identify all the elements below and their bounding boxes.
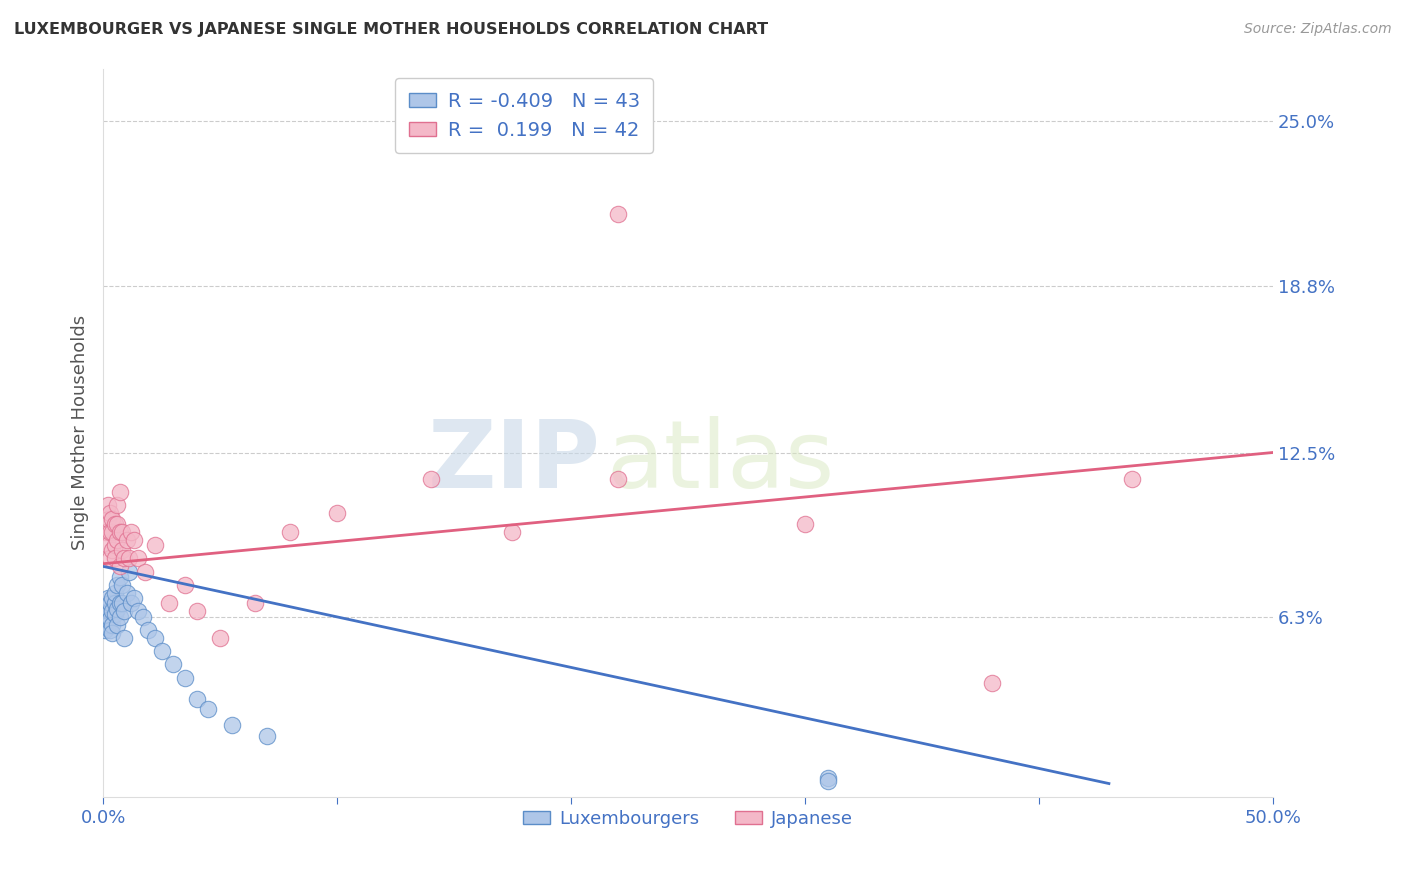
Text: atlas: atlas — [606, 416, 834, 508]
Point — [157, 597, 180, 611]
Point — [98, 597, 121, 611]
Point — [94, 623, 117, 637]
Point — [186, 604, 208, 618]
Point — [105, 516, 128, 531]
Point — [101, 625, 124, 640]
Point — [136, 623, 159, 637]
Point — [118, 551, 141, 566]
Text: ZIP: ZIP — [427, 416, 600, 508]
Point — [112, 551, 135, 566]
Point — [105, 617, 128, 632]
Point — [97, 512, 120, 526]
Point — [501, 524, 523, 539]
Point — [112, 631, 135, 645]
Point — [101, 591, 124, 606]
Point — [108, 559, 131, 574]
Y-axis label: Single Mother Households: Single Mother Households — [72, 315, 89, 550]
Point — [97, 499, 120, 513]
Point — [98, 507, 121, 521]
Point — [118, 565, 141, 579]
Point — [111, 578, 134, 592]
Point — [94, 524, 117, 539]
Point — [98, 604, 121, 618]
Point — [112, 604, 135, 618]
Point — [97, 538, 120, 552]
Point — [108, 570, 131, 584]
Point — [120, 524, 142, 539]
Point — [243, 597, 266, 611]
Point — [104, 516, 127, 531]
Point — [817, 773, 839, 788]
Point — [97, 617, 120, 632]
Point — [98, 551, 121, 566]
Point — [278, 524, 301, 539]
Legend: Luxembourgers, Japanese: Luxembourgers, Japanese — [516, 803, 860, 835]
Point — [143, 631, 166, 645]
Point — [134, 565, 156, 579]
Text: LUXEMBOURGER VS JAPANESE SINGLE MOTHER HOUSEHOLDS CORRELATION CHART: LUXEMBOURGER VS JAPANESE SINGLE MOTHER H… — [14, 22, 768, 37]
Point — [108, 524, 131, 539]
Point — [111, 543, 134, 558]
Point — [127, 604, 149, 618]
Point — [115, 586, 138, 600]
Point — [1121, 472, 1143, 486]
Point — [97, 591, 120, 606]
Point — [419, 472, 441, 486]
Point — [817, 771, 839, 785]
Point — [150, 644, 173, 658]
Point — [606, 207, 628, 221]
Point — [221, 718, 243, 732]
Point — [162, 657, 184, 672]
Point — [97, 604, 120, 618]
Point — [98, 612, 121, 626]
Point — [132, 609, 155, 624]
Point — [101, 617, 124, 632]
Point — [104, 586, 127, 600]
Point — [326, 507, 349, 521]
Point — [108, 609, 131, 624]
Point — [209, 631, 232, 645]
Point — [108, 485, 131, 500]
Point — [108, 597, 131, 611]
Point — [105, 533, 128, 547]
Point — [105, 499, 128, 513]
Point — [111, 597, 134, 611]
Point — [104, 607, 127, 621]
Point — [174, 671, 197, 685]
Point — [197, 702, 219, 716]
Point — [793, 516, 815, 531]
Point — [606, 472, 628, 486]
Point — [104, 538, 127, 552]
Point — [94, 609, 117, 624]
Point — [186, 691, 208, 706]
Point — [98, 623, 121, 637]
Point — [105, 578, 128, 592]
Point — [111, 524, 134, 539]
Point — [101, 543, 124, 558]
Point — [122, 533, 145, 547]
Point — [105, 601, 128, 615]
Point — [143, 538, 166, 552]
Point — [104, 597, 127, 611]
Point — [101, 524, 124, 539]
Point — [127, 551, 149, 566]
Point — [104, 551, 127, 566]
Point — [122, 591, 145, 606]
Point — [101, 512, 124, 526]
Point — [120, 597, 142, 611]
Text: Source: ZipAtlas.com: Source: ZipAtlas.com — [1244, 22, 1392, 37]
Point — [115, 533, 138, 547]
Point — [101, 604, 124, 618]
Point — [256, 729, 278, 743]
Point — [174, 578, 197, 592]
Point — [98, 524, 121, 539]
Point — [981, 676, 1004, 690]
